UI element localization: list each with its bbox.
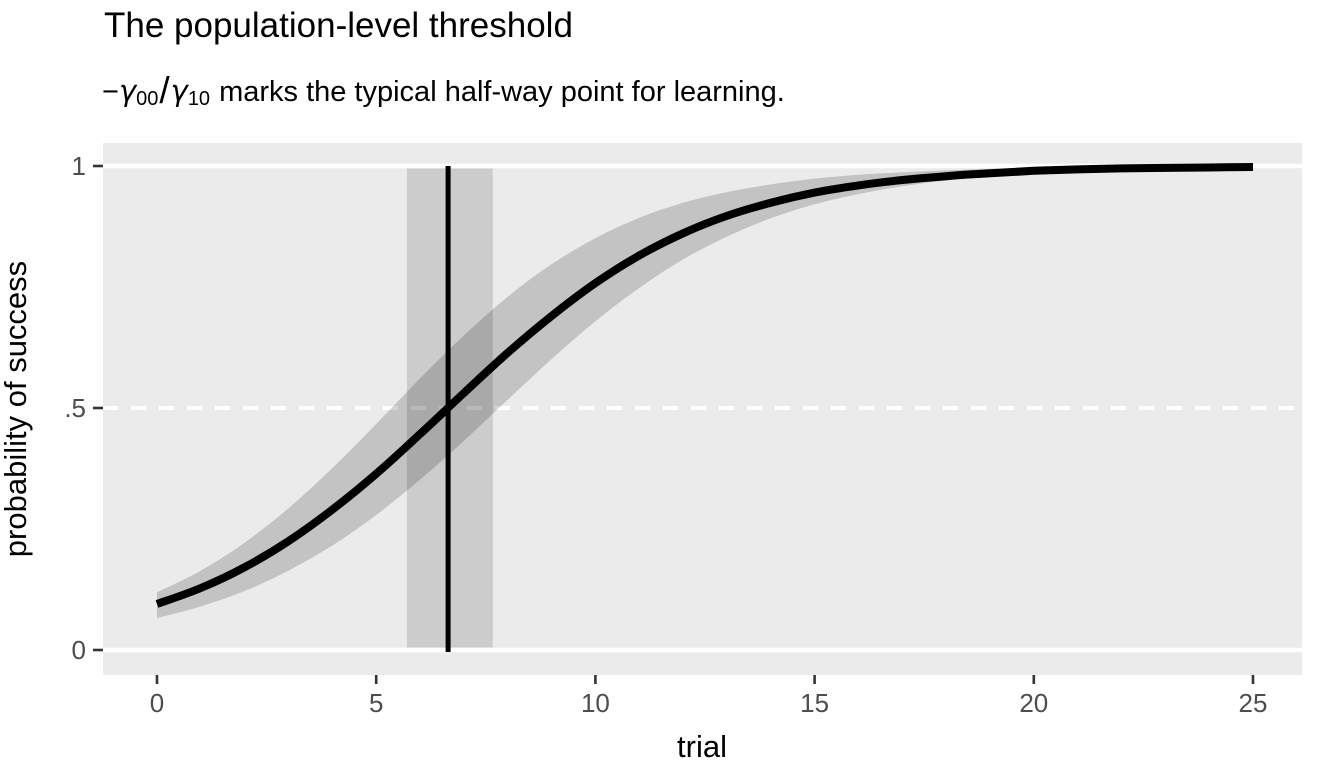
confidence-ribbon	[157, 166, 1253, 619]
x-tick-label: 10	[581, 688, 610, 718]
y-tick-label: 1	[72, 151, 86, 181]
x-tick-label: 0	[150, 688, 164, 718]
chart-title: The population-level threshold	[104, 6, 573, 45]
gamma-symbol: γ	[118, 74, 137, 108]
y-tick-label: 0	[72, 635, 86, 665]
x-tick-label: 5	[369, 688, 383, 718]
logistic-curve	[155, 163, 1254, 608]
chart-subtitle: −γ00/γ10 marks the typical half-way point…	[102, 68, 785, 111]
gamma-subscript-00: 00	[136, 88, 159, 110]
x-axis-title: trial	[677, 729, 727, 764]
gamma-symbol: γ	[170, 74, 188, 108]
x-tick-label: 25	[1239, 688, 1268, 718]
minus-sign: −	[102, 76, 119, 108]
x-tick-label: 20	[1019, 688, 1048, 718]
plot-area: 0 5 10 15 20 25 0 .5 1	[64, 143, 1302, 718]
threshold-formula: −γ00/γ10	[102, 70, 211, 111]
x-tick-label: 15	[800, 688, 829, 718]
chart-subtitle-text: marks the typical half-way point for lea…	[219, 76, 785, 108]
y-axis-title: probability of success	[0, 261, 33, 557]
y-tick-label: .5	[64, 393, 86, 423]
gamma-subscript-10: 10	[187, 88, 211, 110]
division-slash: /	[159, 70, 170, 111]
